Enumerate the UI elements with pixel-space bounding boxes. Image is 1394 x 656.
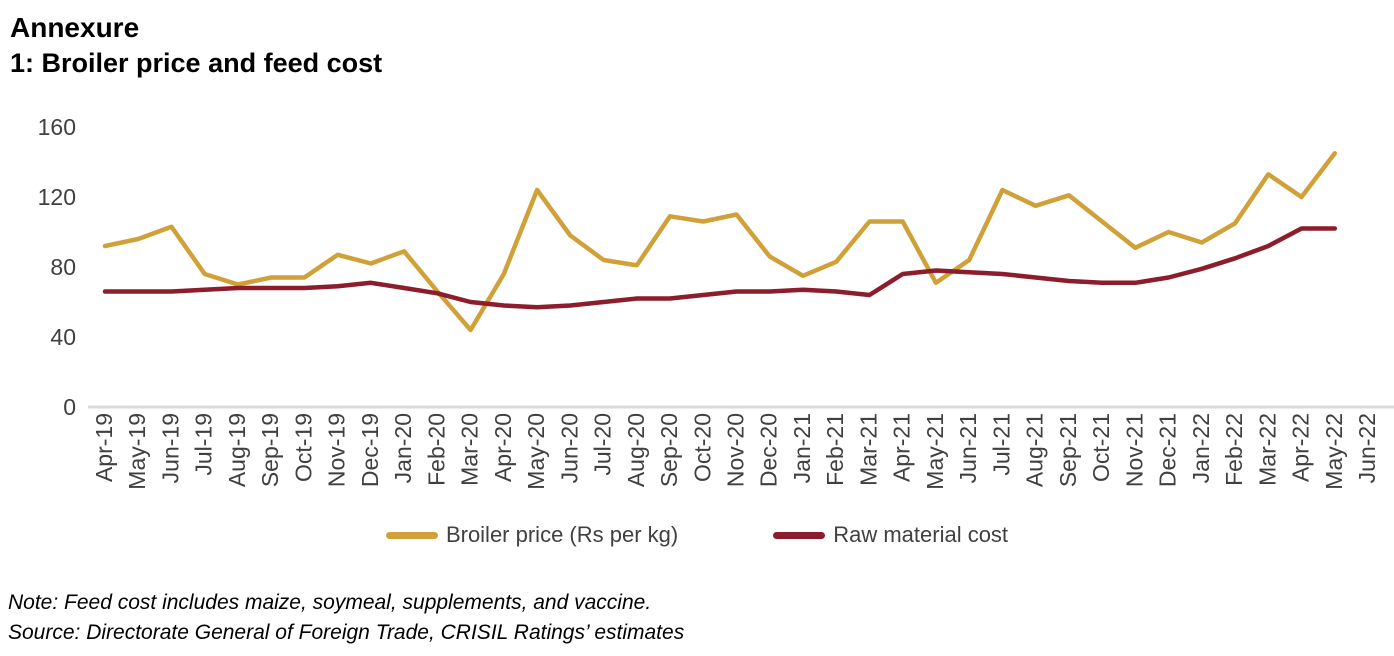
x-tick-label: Dec-19 [357, 413, 383, 487]
x-tick-label: Jun-19 [158, 413, 184, 483]
source-line: Source: Directorate General of Foreign T… [8, 620, 685, 644]
y-tick-label: 40 [50, 324, 76, 350]
x-tick-label: Oct-21 [1088, 413, 1114, 482]
x-tick-label: Dec-20 [756, 413, 782, 487]
series-line-0 [102, 151, 1338, 333]
y-tick-label: 80 [50, 254, 76, 280]
legend-item-broiler-price: Broiler price (Rs per kg) [385, 522, 679, 548]
chart-area: 0 40 80 120 160 Apr-19 May-19 Jun-19 Jul-19 Aug-1… [0, 100, 1394, 512]
y-tick-label: 120 [38, 184, 76, 210]
x-tick-label: Mar-20 [457, 413, 483, 486]
x-tick-label: Apr-20 [490, 413, 516, 482]
x-tick-label: Nov-19 [324, 413, 350, 487]
x-tick-label: Sep-19 [257, 413, 283, 487]
x-tick-label: Oct-20 [689, 413, 715, 482]
x-tick-label: Mar-21 [856, 413, 882, 486]
x-tick-label: Sep-21 [1055, 413, 1081, 487]
series-line-1 [102, 226, 1338, 310]
x-tick-label: May-19 [124, 413, 150, 490]
y-tick-label: 160 [38, 114, 76, 140]
x-tick-label: Feb-22 [1221, 413, 1247, 486]
legend-label-broiler-price: Broiler price (Rs per kg) [445, 522, 679, 547]
x-tick-label: Aug-20 [623, 413, 649, 487]
x-tick-label: Feb-21 [822, 413, 848, 486]
x-tick-label: Jan-22 [1188, 413, 1214, 483]
x-tick-label: Oct-19 [290, 413, 316, 482]
x-tick-label: Feb-20 [423, 413, 449, 486]
x-tick-label: Jun-21 [955, 413, 981, 483]
x-tick-label: Nov-21 [1121, 413, 1147, 487]
note-line: Note: Feed cost includes maize, soymeal,… [8, 591, 652, 614]
x-tick-label: Jul-21 [988, 413, 1014, 476]
x-tick-label: Apr-22 [1288, 413, 1314, 482]
legend-label-raw-material: Raw material cost [833, 522, 1009, 547]
x-tick-label: Jan-20 [390, 413, 416, 483]
chart-title: 1: Broiler price and feed cost [10, 48, 383, 79]
x-tick-label: Apr-21 [889, 413, 915, 482]
broiler-price-line-swatch [385, 531, 438, 539]
x-tick-label: May-22 [1321, 413, 1347, 490]
x-tick-label: Dec-21 [1155, 413, 1181, 487]
x-tick-label: May-21 [922, 413, 948, 490]
y-tick-label: 0 [63, 394, 76, 420]
x-tick-label: Jun-20 [556, 413, 582, 483]
x-tick-label: Jul-19 [191, 413, 217, 476]
x-tick-label: Sep-20 [656, 413, 682, 487]
footnotes: Note: Feed cost includes maize, soymeal,… [8, 588, 684, 648]
x-tick-label: Mar-22 [1254, 413, 1280, 486]
x-tick-label: Jan-21 [789, 413, 815, 483]
page-title: Annexure [10, 12, 140, 43]
chart-legend: Broiler price (Rs per kg) Raw material c… [0, 522, 1394, 548]
x-tick-label: Aug-21 [1022, 413, 1048, 487]
x-tick-label: Jul-20 [590, 413, 616, 476]
raw-material-line-swatch [773, 531, 826, 539]
x-tick-label: Apr-19 [91, 413, 117, 482]
chart-header: Annexure 1: Broiler price and feed cost [10, 10, 382, 81]
chart-svg: 0 40 80 120 160 Apr-19 May-19 Jun-19 Jul-19 Aug-1… [38, 114, 1394, 490]
legend-item-raw-material: Raw material cost [773, 522, 1008, 548]
x-tick-label: May-20 [523, 413, 549, 490]
x-tick-label: Jun-22 [1354, 413, 1380, 483]
x-tick-label: Nov-20 [723, 413, 749, 487]
x-tick-label: Aug-19 [224, 413, 250, 487]
